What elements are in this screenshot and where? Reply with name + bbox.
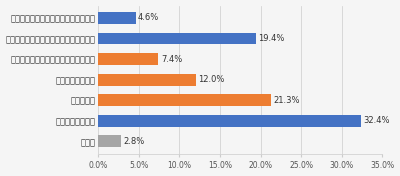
Text: 7.4%: 7.4% — [161, 55, 182, 64]
Text: 12.0%: 12.0% — [198, 75, 224, 84]
Bar — [98, 53, 158, 65]
Bar — [98, 94, 271, 106]
Text: 4.6%: 4.6% — [138, 13, 159, 22]
Text: 2.8%: 2.8% — [124, 137, 145, 146]
Bar — [98, 12, 136, 24]
Bar — [98, 33, 256, 45]
Bar — [98, 136, 121, 147]
Bar — [98, 74, 196, 86]
Text: 32.4%: 32.4% — [364, 116, 390, 125]
Text: 19.4%: 19.4% — [258, 34, 284, 43]
Text: 21.3%: 21.3% — [274, 96, 300, 105]
Bar — [98, 115, 361, 127]
